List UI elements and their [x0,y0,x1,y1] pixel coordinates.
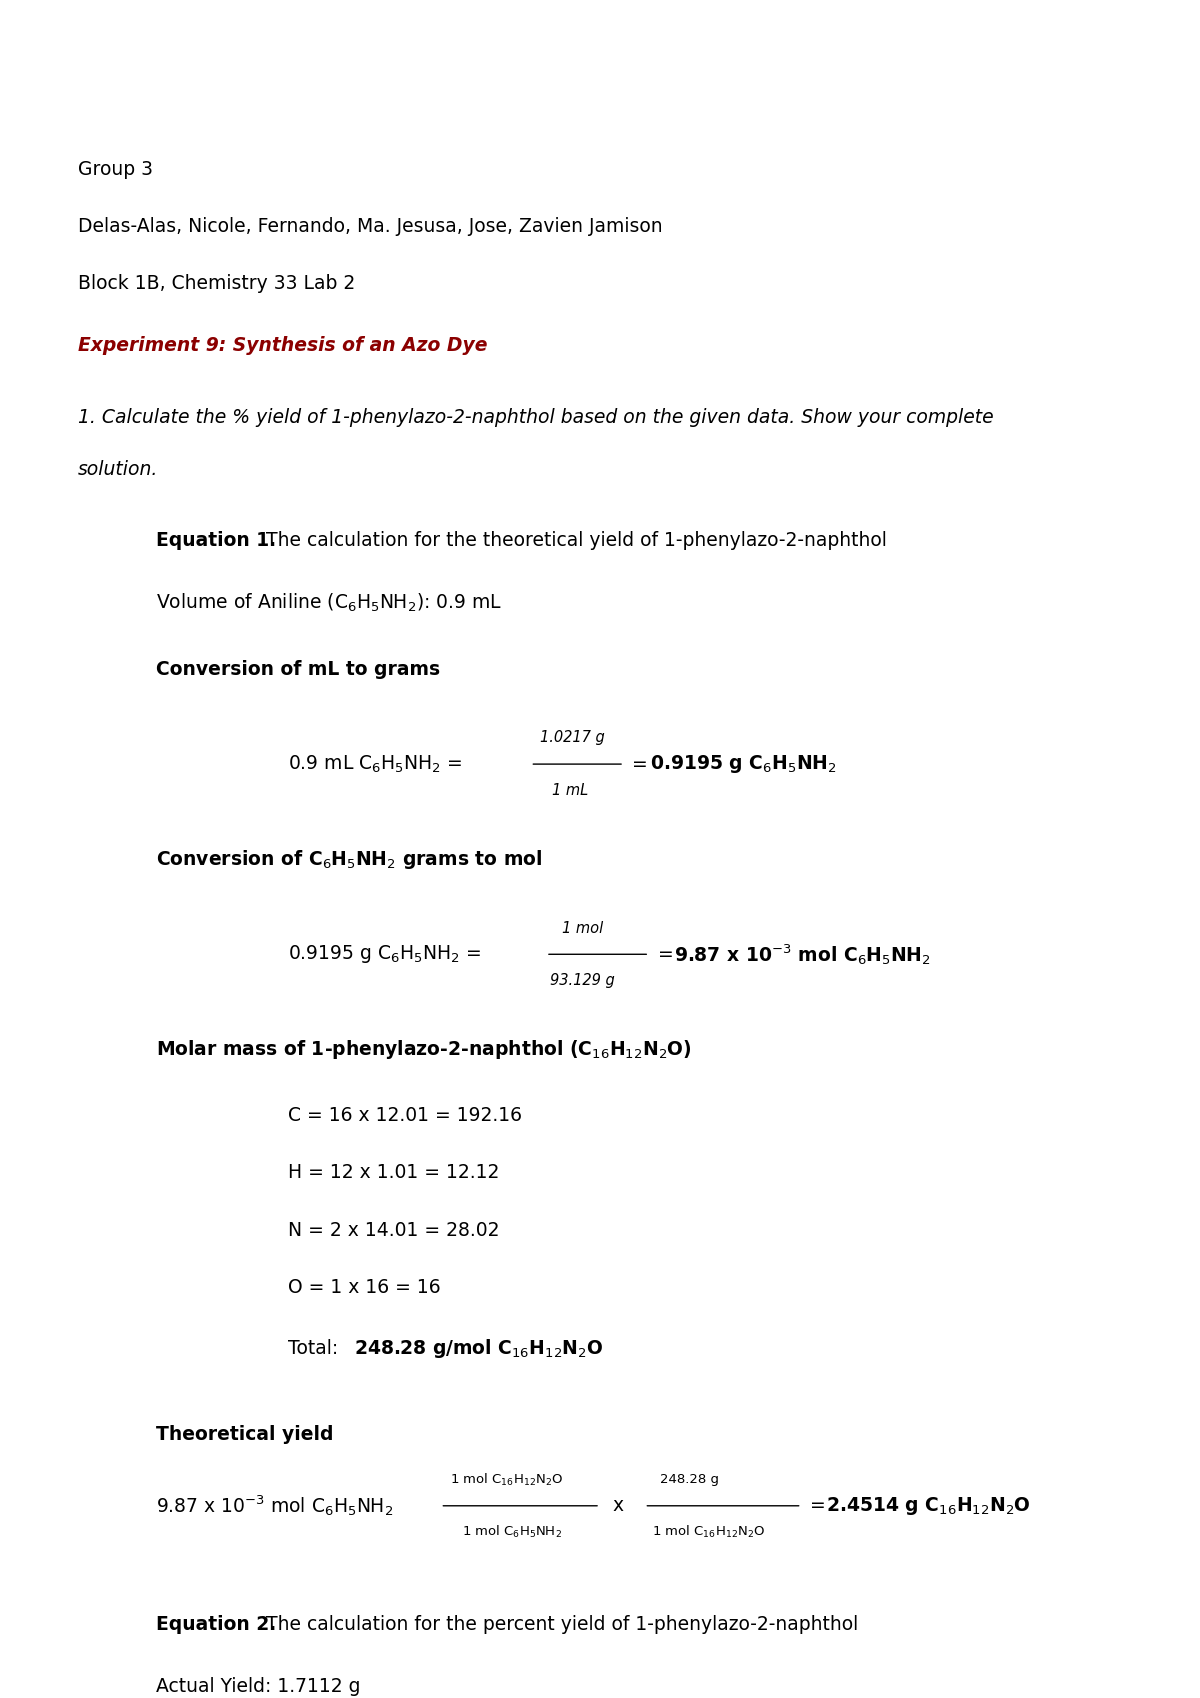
Text: The calculation for the percent yield of 1-phenylazo-2-naphthol: The calculation for the percent yield of… [266,1615,859,1633]
Text: O = 1 x 16 = 16: O = 1 x 16 = 16 [288,1277,440,1297]
Text: Conversion of mL to grams: Conversion of mL to grams [156,659,440,679]
Text: 93.129 g: 93.129 g [550,973,614,988]
Text: 248.28 g/mol C$_{16}$H$_{12}$N$_2$O: 248.28 g/mol C$_{16}$H$_{12}$N$_2$O [354,1338,604,1360]
Text: N = 2 x 14.01 = 28.02: N = 2 x 14.01 = 28.02 [288,1221,499,1240]
Text: x: x [612,1496,623,1515]
Text: 1 mL: 1 mL [552,783,588,798]
Text: Molar mass of 1-phenylazo-2-naphthol (C$_{16}$H$_{12}$N$_2$O): Molar mass of 1-phenylazo-2-naphthol (C$… [156,1037,692,1061]
Text: Group 3: Group 3 [78,160,154,180]
Text: Equation 2.: Equation 2. [156,1615,276,1633]
Text: 2.4514 g C$_{16}$H$_{12}$N$_2$O: 2.4514 g C$_{16}$H$_{12}$N$_2$O [826,1494,1031,1516]
Text: 1 mol C$_{16}$H$_{12}$N$_2$O: 1 mol C$_{16}$H$_{12}$N$_2$O [652,1523,764,1540]
Text: Equation 1.: Equation 1. [156,531,276,550]
Text: 1 mol C$_6$H$_5$NH$_2$: 1 mol C$_6$H$_5$NH$_2$ [462,1523,562,1540]
Text: Volume of Aniline (C$_6$H$_5$NH$_2$): 0.9 mL: Volume of Aniline (C$_6$H$_5$NH$_2$): 0.… [156,591,502,613]
Text: Actual Yield: 1.7112 g: Actual Yield: 1.7112 g [156,1678,360,1696]
Text: 0.9195 g C$_6$H$_5$NH$_2$: 0.9195 g C$_6$H$_5$NH$_2$ [650,754,838,774]
Text: 1 mol: 1 mol [562,920,602,936]
Text: =: = [810,1496,832,1515]
Text: 0.9 mL C$_6$H$_5$NH$_2$ =: 0.9 mL C$_6$H$_5$NH$_2$ = [288,754,462,774]
Text: C = 16 x 12.01 = 192.16: C = 16 x 12.01 = 192.16 [288,1107,522,1126]
Text: 248.28 g: 248.28 g [660,1474,719,1486]
Text: 1.0217 g: 1.0217 g [540,730,605,745]
Text: solution.: solution. [78,460,158,479]
Text: 9.87 x 10$^{-3}$ mol C$_6$H$_5$NH$_2$: 9.87 x 10$^{-3}$ mol C$_6$H$_5$NH$_2$ [156,1493,394,1518]
Text: The calculation for the theoretical yield of 1-phenylazo-2-naphthol: The calculation for the theoretical yiel… [266,531,887,550]
Text: Theoretical yield: Theoretical yield [156,1425,334,1443]
Text: =: = [658,944,679,964]
Text: Experiment 9: Synthesis of an Azo Dye: Experiment 9: Synthesis of an Azo Dye [78,336,487,355]
Text: 1. Calculate the % yield of 1-phenylazo-2-naphthol based on the given data. Show: 1. Calculate the % yield of 1-phenylazo-… [78,408,994,426]
Text: Delas-Alas, Nicole, Fernando, Ma. Jesusa, Jose, Zavien Jamison: Delas-Alas, Nicole, Fernando, Ma. Jesusa… [78,217,662,236]
Text: 0.9195 g C$_6$H$_5$NH$_2$ =: 0.9195 g C$_6$H$_5$NH$_2$ = [288,944,481,964]
Text: 9.87 x 10$^{-3}$ mol C$_6$H$_5$NH$_2$: 9.87 x 10$^{-3}$ mol C$_6$H$_5$NH$_2$ [674,942,931,966]
Text: H = 12 x 1.01 = 12.12: H = 12 x 1.01 = 12.12 [288,1163,499,1182]
Text: Total:: Total: [288,1340,344,1358]
Text: =: = [632,754,654,774]
Text: Block 1B, Chemistry 33 Lab 2: Block 1B, Chemistry 33 Lab 2 [78,275,355,294]
Text: Conversion of C$_6$H$_5$NH$_2$ grams to mol: Conversion of C$_6$H$_5$NH$_2$ grams to … [156,847,542,871]
Text: 1 mol C$_{16}$H$_{12}$N$_2$O: 1 mol C$_{16}$H$_{12}$N$_2$O [450,1472,563,1487]
